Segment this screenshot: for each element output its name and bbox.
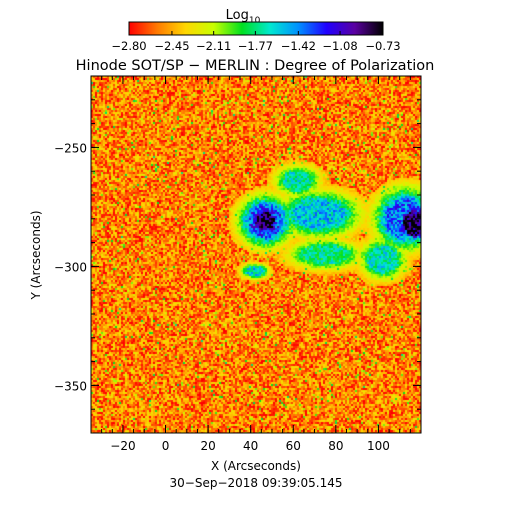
x-tick-label: 20: [200, 439, 215, 453]
x-tick-label: 0: [162, 439, 170, 453]
y-tick-label: −250: [54, 141, 87, 155]
x-tick-label: 60: [286, 439, 301, 453]
x-tick-label: 40: [243, 439, 258, 453]
y-axis: −250 −300 −350: [54, 75, 421, 434]
polarization-heatmap: [91, 76, 421, 433]
colorbar-title: Log10: [226, 8, 261, 26]
colorbar-tick-label: −1.77: [238, 39, 273, 53]
x-axis: −20 0 20 40 60 80 100: [101, 76, 422, 453]
chart-title: Hinode SOT/SP − MERLIN : Degree of Polar…: [76, 58, 435, 74]
colorbar: [128, 21, 384, 36]
x-tick-label: −20: [110, 439, 135, 453]
colorbar-tick-label: −1.08: [322, 39, 357, 53]
timestamp: 30−Sep−2018 09:39:05.145: [170, 476, 343, 490]
colorbar-tick-label: −2.45: [154, 39, 189, 53]
x-tick-label: 100: [367, 439, 390, 453]
y-tick-label: −350: [54, 379, 87, 393]
plot-frame: [90, 75, 422, 434]
colorbar-tick-label: −2.80: [111, 39, 146, 53]
colorbar-tick-label: −0.73: [365, 39, 400, 53]
colorbar-tick-label: −2.11: [196, 39, 231, 53]
x-tick-label: 80: [328, 439, 343, 453]
y-tick-label: −300: [54, 260, 87, 274]
y-axis-label: Y (Arcseconds): [29, 210, 43, 300]
colorbar-ticks: −2.80 −2.45 −2.11 −1.77 −1.42 −1.08 −0.73: [111, 31, 401, 53]
colorbar-tick-label: −1.42: [281, 39, 316, 53]
x-axis-label: X (Arcseconds): [211, 459, 301, 473]
